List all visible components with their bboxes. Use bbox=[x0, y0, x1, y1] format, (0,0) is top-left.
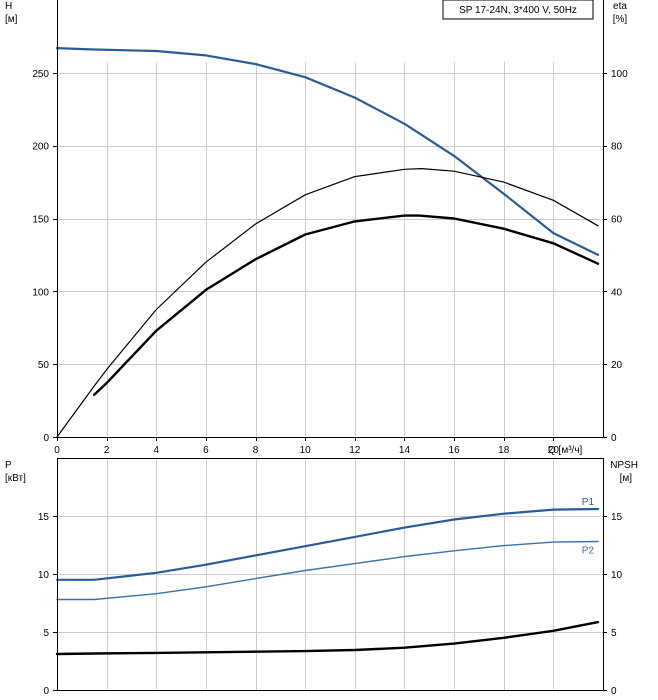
tick-label-left: 0 bbox=[43, 686, 49, 697]
tick-label-x: 12 bbox=[349, 445, 361, 456]
series-label: P1 bbox=[582, 497, 595, 508]
tick-label-left: 15 bbox=[38, 512, 50, 523]
xlabel: Q [м³/ч] bbox=[548, 445, 583, 456]
tick-label-right: 100 bbox=[611, 69, 628, 80]
ylabel-left: P bbox=[5, 460, 12, 471]
tick-label-x: 8 bbox=[253, 445, 259, 456]
series-line bbox=[93, 214, 600, 396]
ylabel-right-unit: [%] bbox=[613, 14, 628, 25]
frame-layer bbox=[53, 0, 607, 691]
tick-label-x: 14 bbox=[399, 445, 411, 456]
tick-label-x: 10 bbox=[300, 445, 312, 456]
series-line bbox=[55, 507, 600, 581]
ylabel-left-unit: [м] bbox=[5, 14, 18, 25]
ylabel-left-unit: [кВт] bbox=[5, 473, 26, 484]
tick-label-left: 5 bbox=[43, 628, 49, 639]
tick-label-right: 60 bbox=[611, 215, 623, 226]
tick-label-left: 200 bbox=[32, 142, 49, 153]
tick-label-x: 20 bbox=[548, 445, 560, 456]
tick-label-left: 100 bbox=[32, 287, 49, 298]
tick-label-left: 50 bbox=[38, 360, 50, 371]
tick-label-x: 2 bbox=[104, 445, 110, 456]
tick-label-left: 150 bbox=[32, 215, 49, 226]
ylabel-right: NPSH bbox=[610, 460, 638, 471]
tick-label-right: 0 bbox=[611, 433, 617, 444]
series-line bbox=[56, 168, 599, 438]
series-layer bbox=[55, 47, 600, 656]
tick-label-right: 40 bbox=[611, 287, 623, 298]
tick-label-left: 10 bbox=[38, 570, 50, 581]
tick-label-x: 18 bbox=[498, 445, 510, 456]
tick-label-left: 250 bbox=[32, 69, 49, 80]
pump-label: SP 17-24N, 3*400 V, 50Hz bbox=[459, 5, 577, 16]
tick-label-x: 16 bbox=[449, 445, 461, 456]
tick-label-x: 4 bbox=[153, 445, 159, 456]
tick-label-right: 5 bbox=[611, 628, 617, 639]
series-line bbox=[56, 540, 599, 601]
tick-label-right: 0 bbox=[611, 686, 617, 697]
tick-label-right: 15 bbox=[611, 512, 623, 523]
ylabel-right-unit: [м] bbox=[620, 473, 633, 484]
ylabel-left: H bbox=[5, 1, 12, 12]
series-line bbox=[55, 47, 600, 256]
tick-label-x: 0 bbox=[54, 445, 60, 456]
tick-label-right: 20 bbox=[611, 360, 623, 371]
tick-label-right: 10 bbox=[611, 570, 623, 581]
pump-label-box bbox=[442, 0, 594, 20]
tick-label-left: 0 bbox=[43, 433, 49, 444]
ylabel-right: eta bbox=[613, 1, 627, 12]
series-line bbox=[55, 620, 600, 656]
tick-label-right: 80 bbox=[611, 142, 623, 153]
tick-label-x: 6 bbox=[203, 445, 209, 456]
series-label: P2 bbox=[582, 546, 595, 557]
